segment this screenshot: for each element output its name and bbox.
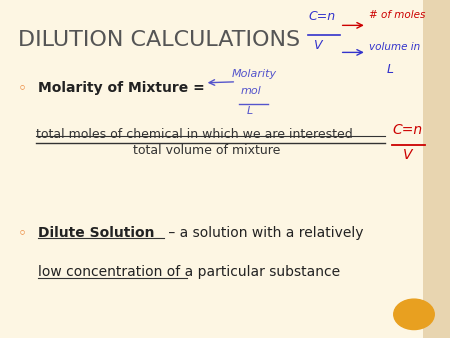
Text: V: V <box>403 148 412 162</box>
Text: Molarity: Molarity <box>232 69 277 79</box>
Text: volume in: volume in <box>369 42 420 52</box>
Text: – a solution with a relatively: – a solution with a relatively <box>164 226 364 240</box>
Text: L: L <box>247 106 253 117</box>
Text: C=n: C=n <box>392 123 423 137</box>
Text: # of moles: # of moles <box>369 10 425 20</box>
Text: total volume of mixture: total volume of mixture <box>133 144 281 156</box>
Text: ◦: ◦ <box>18 226 27 241</box>
FancyBboxPatch shape <box>423 0 450 338</box>
Circle shape <box>394 299 434 330</box>
Text: DILUTION CALCULATIONS: DILUTION CALCULATIONS <box>18 30 300 50</box>
Text: C=n: C=n <box>308 10 335 23</box>
Text: L: L <box>387 63 394 75</box>
Text: total moles of chemical in which we are interested: total moles of chemical in which we are … <box>36 128 353 141</box>
Text: mol: mol <box>241 86 261 96</box>
Text: Molarity of Mixture =: Molarity of Mixture = <box>38 81 205 95</box>
Text: Dilute Solution: Dilute Solution <box>38 226 155 240</box>
Text: ◦: ◦ <box>18 81 27 96</box>
Text: V: V <box>313 39 321 52</box>
Text: low concentration of a particular substance: low concentration of a particular substa… <box>38 265 340 279</box>
